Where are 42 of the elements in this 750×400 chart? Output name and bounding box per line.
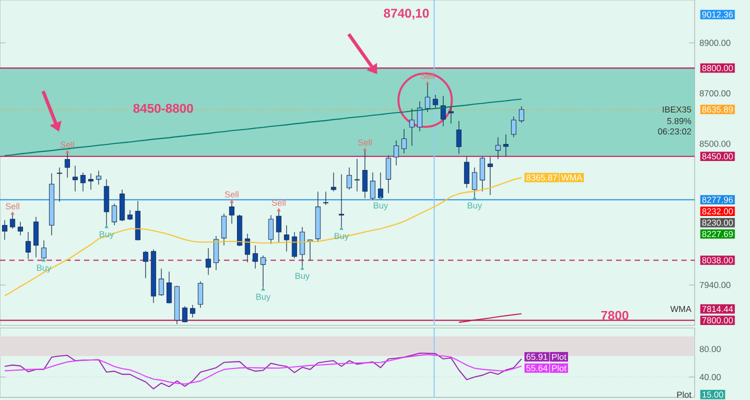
text: Buy <box>374 202 388 210</box>
text: 7800 <box>601 310 628 320</box>
text: 8230.00 <box>702 220 733 226</box>
text: 8227.69 <box>702 230 733 238</box>
ref-line-label: 8277.96 <box>702 196 733 203</box>
data-label: 8365.87 <box>526 174 557 181</box>
data-label: 65.91 <box>526 354 548 360</box>
text: Buy <box>468 202 482 210</box>
ref-line-label: 8800.00 <box>702 65 733 72</box>
y-tick-label: 80.00 <box>700 346 721 352</box>
series-label: Sell <box>60 141 74 148</box>
text: Buy <box>37 264 52 273</box>
ref-line-label: 7800.00 <box>702 317 733 324</box>
y-tick-label: 8700.00 <box>700 90 730 96</box>
data-label: 55.64 <box>526 365 548 372</box>
ref-line-label: 8038.00 <box>702 257 733 264</box>
legend-label: WMA <box>561 174 582 181</box>
annotation: 8450-8800 <box>133 104 193 113</box>
text: 8232.00 <box>702 208 733 214</box>
ref-line-label: 8635.89 <box>702 106 733 113</box>
ref-line-label: 8450.00 <box>702 153 733 160</box>
text: 06:23:02 <box>658 128 692 134</box>
text: Sell <box>224 191 238 198</box>
text: 7814.44 <box>702 306 733 312</box>
text: Sell <box>272 199 286 206</box>
legend-label: Plot <box>552 364 566 372</box>
annotation: 8740,10 <box>384 8 429 20</box>
y-tick-label: 8900.00 <box>700 40 730 46</box>
text: Buy <box>296 272 310 281</box>
y-tick-label: 7940.00 <box>700 282 730 288</box>
y-tick-label: 40.00 <box>700 374 721 380</box>
text: 5.89% <box>667 118 692 124</box>
text: WMA <box>670 306 692 312</box>
text: IBEX35 <box>662 106 692 113</box>
text: Plot <box>677 391 692 398</box>
y-tick-label: 8500.00 <box>700 140 730 147</box>
text: Sell <box>358 139 372 146</box>
text: 15.00 <box>702 391 724 398</box>
legend-label: Plot <box>552 354 566 360</box>
text: Sell <box>6 202 20 210</box>
text: 9012.36 <box>702 11 733 18</box>
text: Buy <box>256 294 271 302</box>
